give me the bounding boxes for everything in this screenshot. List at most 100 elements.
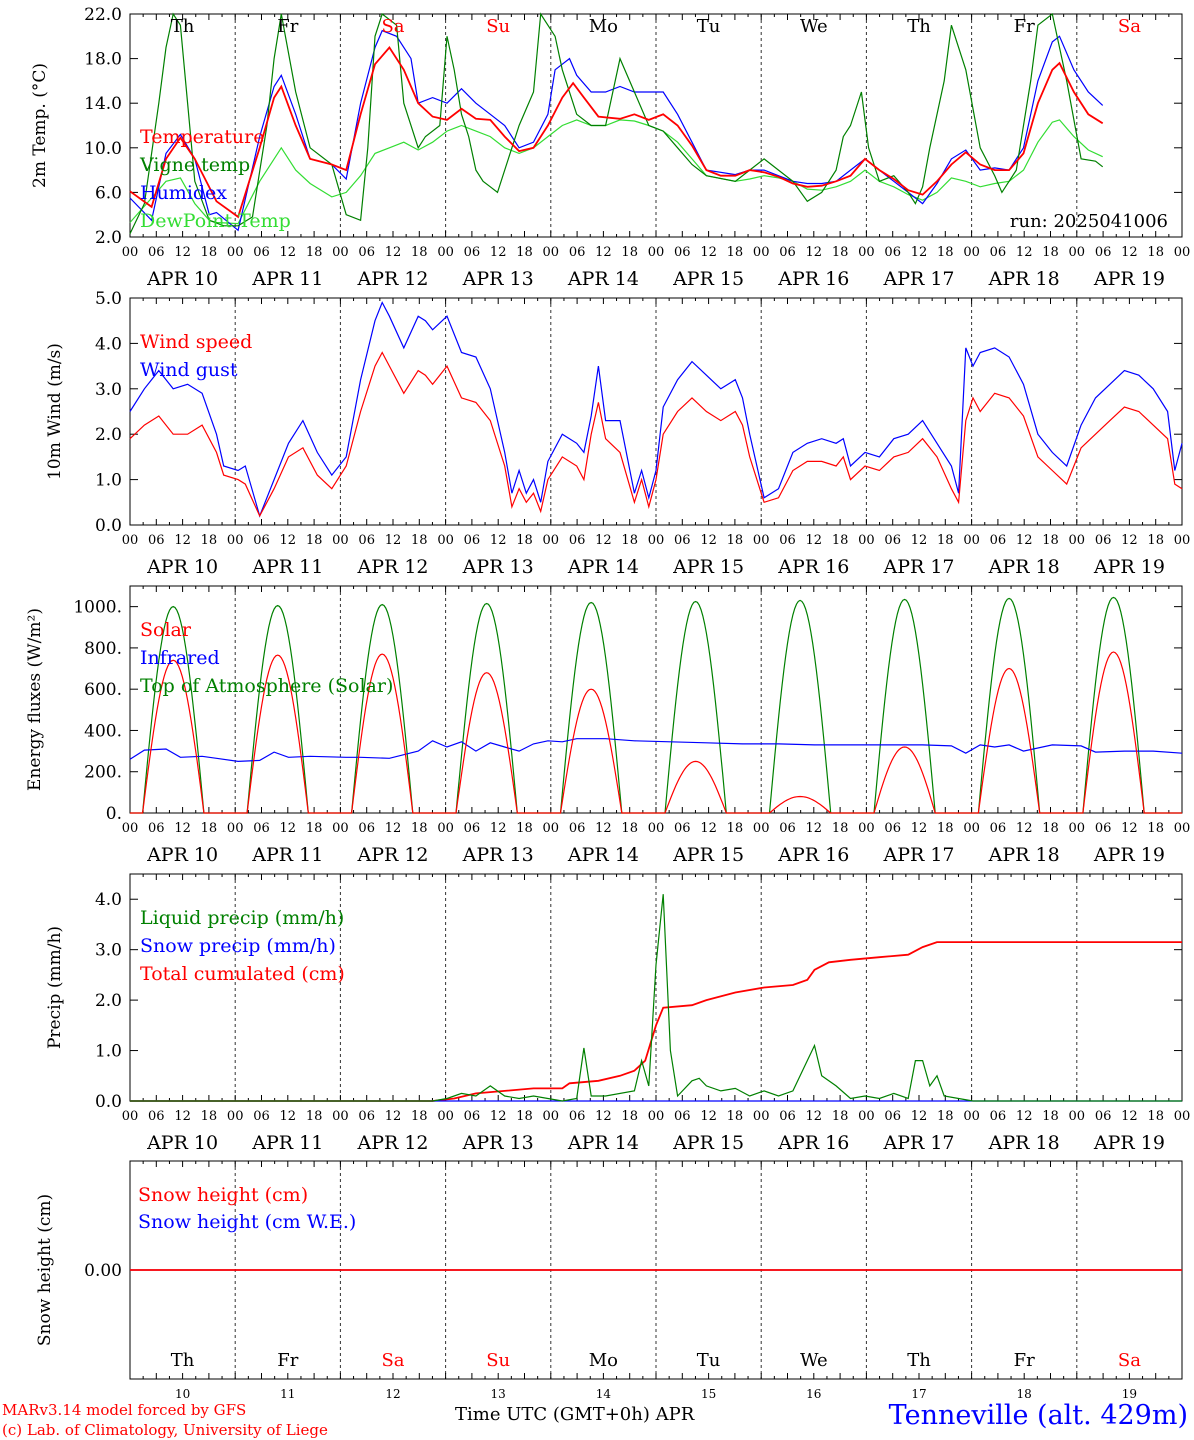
date-label: APR 11 bbox=[251, 844, 323, 866]
hour-tick-label: 18 bbox=[621, 1109, 638, 1124]
hour-tick-label: 12 bbox=[595, 533, 612, 548]
weekday-label: Fr bbox=[277, 16, 298, 37]
date-label: APR 10 bbox=[146, 844, 218, 866]
hour-tick-label: 12 bbox=[700, 245, 717, 260]
date-label: APR 12 bbox=[356, 844, 428, 866]
hour-tick-label: 12 bbox=[595, 1109, 612, 1124]
legend-entry: Infrared bbox=[140, 647, 220, 669]
weekday-label: Sa bbox=[381, 1350, 404, 1371]
y-tick-label: 14.0 bbox=[84, 94, 122, 114]
hour-tick-label: 18 bbox=[1147, 245, 1164, 260]
hour-tick-label: 00 bbox=[227, 533, 244, 548]
day-number-label: 13 bbox=[491, 1387, 506, 1401]
date-label: APR 15 bbox=[672, 556, 744, 578]
hour-tick-label: 00 bbox=[1069, 245, 1086, 260]
hour-tick-label: 18 bbox=[832, 821, 849, 836]
legend-entry: Wind speed bbox=[140, 331, 252, 353]
y-tick-label: 0.0 bbox=[95, 516, 122, 536]
hour-tick-label: 06 bbox=[358, 245, 375, 260]
weekday-label: Sa bbox=[381, 16, 404, 37]
hour-tick-label: 18 bbox=[1147, 821, 1164, 836]
legend-entry: Wind gust bbox=[140, 359, 238, 381]
hour-tick-label: 12 bbox=[280, 533, 297, 548]
hour-tick-label: 06 bbox=[779, 821, 796, 836]
hour-tick-label: 06 bbox=[464, 533, 481, 548]
date-label: APR 18 bbox=[988, 556, 1060, 578]
date-label: APR 19 bbox=[1093, 556, 1165, 578]
hour-tick-label: 06 bbox=[253, 821, 270, 836]
date-label: APR 18 bbox=[988, 844, 1060, 866]
run-label: run: 2025041006 bbox=[1010, 211, 1168, 232]
y-tick-label: 800. bbox=[84, 639, 122, 659]
hour-tick-label: 06 bbox=[674, 1109, 691, 1124]
hour-tick-label: 06 bbox=[674, 533, 691, 548]
day-number-label: 14 bbox=[596, 1387, 612, 1401]
date-label: APR 11 bbox=[251, 268, 323, 290]
hour-tick-label: 18 bbox=[516, 821, 533, 836]
hour-tick-label: 06 bbox=[148, 245, 165, 260]
date-label: APR 17 bbox=[882, 844, 954, 866]
y-tick-label: 600. bbox=[84, 680, 122, 700]
hour-tick-label: 12 bbox=[174, 245, 191, 260]
hour-tick-label: 06 bbox=[779, 245, 796, 260]
legend-entry: Temperature bbox=[140, 126, 264, 148]
weekday-label: Mo bbox=[589, 1350, 618, 1371]
y-tick-label: 2.0 bbox=[95, 425, 122, 445]
y-tick-label: 200. bbox=[84, 763, 122, 783]
date-label: APR 13 bbox=[462, 1132, 534, 1154]
hour-tick-label: 06 bbox=[1095, 533, 1112, 548]
legend-entry: Vigne temp bbox=[139, 154, 250, 176]
date-label: APR 13 bbox=[462, 268, 534, 290]
weekday-label: Th bbox=[171, 1350, 195, 1371]
hour-tick-label: 00 bbox=[543, 1109, 560, 1124]
hour-tick-label: 00 bbox=[1174, 821, 1191, 836]
legend-entry: Snow precip (mm/h) bbox=[140, 935, 336, 957]
hour-tick-label: 12 bbox=[1121, 1109, 1138, 1124]
hour-tick-label: 00 bbox=[1174, 1109, 1191, 1124]
hour-tick-label: 12 bbox=[1016, 821, 1033, 836]
hour-tick-label: 18 bbox=[621, 821, 638, 836]
hour-tick-label: 00 bbox=[122, 533, 139, 548]
hour-tick-label: 06 bbox=[253, 245, 270, 260]
series-line bbox=[129, 738, 1183, 763]
hour-tick-label: 18 bbox=[937, 821, 954, 836]
hour-tick-label: 06 bbox=[148, 1109, 165, 1124]
weekday-label: Sa bbox=[1118, 1350, 1141, 1371]
hour-tick-label: 18 bbox=[411, 821, 428, 836]
hour-tick-label: 06 bbox=[674, 245, 691, 260]
hour-tick-label: 00 bbox=[753, 245, 770, 260]
hour-tick-label: 18 bbox=[516, 1109, 533, 1124]
hour-tick-label: 12 bbox=[490, 245, 507, 260]
hour-tick-label: 00 bbox=[648, 1109, 665, 1124]
date-label: APR 16 bbox=[777, 844, 849, 866]
hour-tick-label: 12 bbox=[280, 245, 297, 260]
hour-tick-label: 06 bbox=[253, 1109, 270, 1124]
date-label: APR 12 bbox=[356, 268, 428, 290]
hour-tick-label: 00 bbox=[648, 533, 665, 548]
hour-tick-label: 12 bbox=[911, 245, 928, 260]
hour-tick-label: 18 bbox=[1042, 245, 1059, 260]
hour-tick-label: 00 bbox=[227, 1109, 244, 1124]
hour-tick-label: 18 bbox=[832, 1109, 849, 1124]
x-axis-title-text: Time UTC (GMT+0h) bbox=[455, 1404, 650, 1425]
hour-tick-label: 06 bbox=[990, 245, 1007, 260]
hour-tick-label: 00 bbox=[963, 245, 980, 260]
hour-tick-label: 00 bbox=[1069, 1109, 1086, 1124]
y-axis-label: Snow height (cm) bbox=[35, 1194, 55, 1346]
legend-entry: Solar bbox=[140, 619, 192, 641]
series-line bbox=[130, 941, 1182, 1102]
hour-tick-label: 00 bbox=[122, 821, 139, 836]
hour-tick-label: 12 bbox=[385, 1109, 402, 1124]
hour-tick-label: 18 bbox=[306, 245, 323, 260]
hour-tick-label: 18 bbox=[727, 1109, 744, 1124]
y-tick-label: 1.0 bbox=[95, 1042, 122, 1062]
y-tick-label: 2.0 bbox=[95, 228, 122, 248]
hour-tick-label: 06 bbox=[464, 1109, 481, 1124]
series-line bbox=[129, 301, 1183, 518]
y-tick-label: 1000. bbox=[73, 598, 122, 618]
day-number-label: 19 bbox=[1122, 1387, 1137, 1401]
day-number-label: 11 bbox=[280, 1387, 295, 1401]
weekday-label: Th bbox=[907, 16, 931, 37]
legend-entry: Top of Atmosphere (Solar) bbox=[140, 675, 393, 697]
legend-entry: Snow height (cm W.E.) bbox=[138, 1211, 356, 1233]
